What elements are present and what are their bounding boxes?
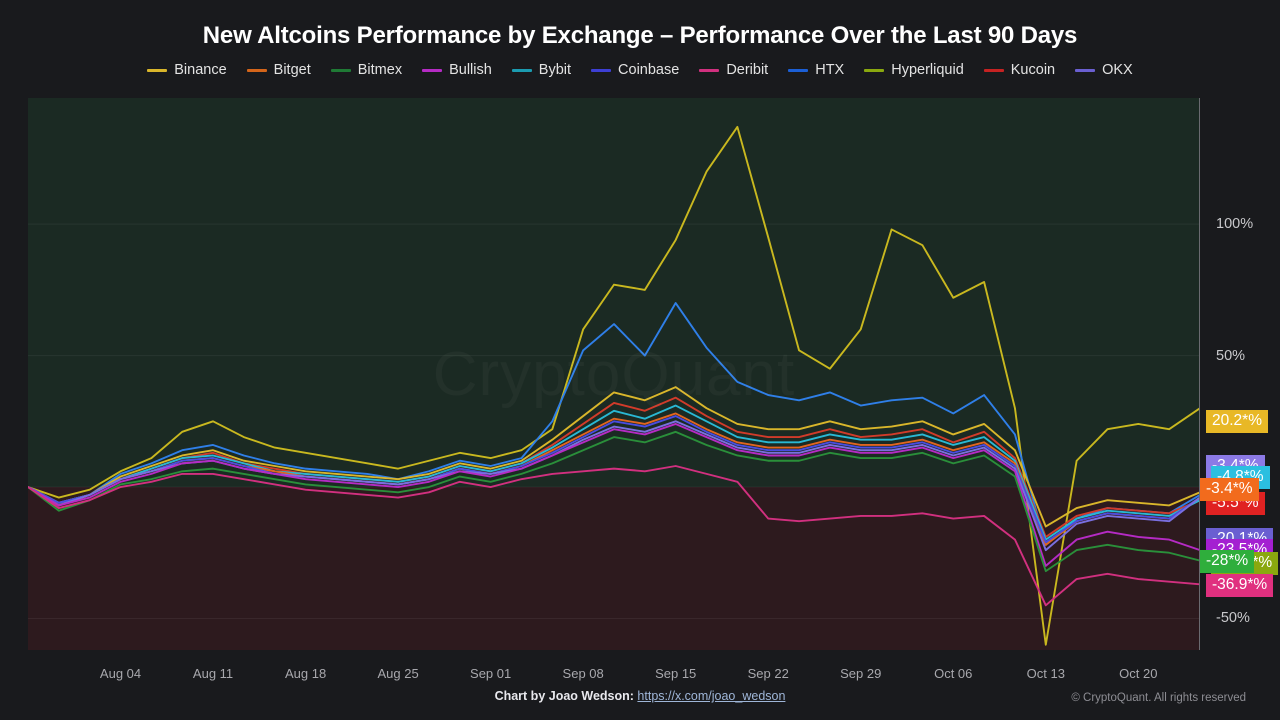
series-line-kucoin [28,396,1200,538]
legend-item-bitmex[interactable]: Bitmex [330,62,403,78]
x-axis-tick-label: Aug 11 [192,666,234,681]
series-line-bullish [28,422,1200,567]
legend-item-coinbase[interactable]: Coinbase [591,62,679,78]
x-axis: Aug 04 Aug 11 Aug 18 Aug 25 Sep 01 Sep 08 Sep … [28,666,1200,688]
footer-credit: Chart by Joao Wedson: https://x.com/joao… [0,689,1280,703]
legend-swatch-icon [246,68,267,72]
legend-item-label: HTX [815,62,845,78]
legend-item-kucoin[interactable]: Kucoin [983,62,1056,78]
series-line-coinbase [28,415,1200,544]
y-axis: 100% 50% -50% [1206,98,1280,650]
chart-legend: Binance Bitget Bitmex Bullish Bybit Coinbase D… [0,62,1280,78]
legend-swatch-icon [983,68,1004,72]
legend-item-label: Binance [174,62,227,78]
series-line-binance [28,386,1200,528]
page-title: New Altcoins Performance by Exchange – P… [202,22,1078,49]
y-axis-tick-label: -50% [1216,610,1250,627]
legend-item-bitget[interactable]: Bitget [246,62,311,78]
x-axis-tick-label: Aug 18 [284,666,327,681]
legend-swatch-icon [1075,68,1096,72]
legend-swatch-icon [422,68,443,72]
legend-item-label: Kucoin [1010,62,1056,78]
credit-link[interactable]: https://x.com/joao_wedson [637,689,786,703]
legend-item-hyperliquid[interactable]: Hyperliquid [864,62,964,78]
series-line-hyperliquid [28,125,1200,646]
legend-item-label: OKX [1102,62,1133,78]
legend-item-deribit[interactable]: Deribit [699,62,768,78]
legend-item-label: Coinbase [618,62,680,78]
chart-svg [28,98,1200,650]
chart-plot-area: CryptoQuant [28,98,1200,650]
legend-item-label: Bitget [273,62,311,78]
legend-item-label: Bybit [538,62,572,78]
x-axis-tick-label: Aug 04 [99,666,142,681]
credit-author: Chart by Joao Wedson: [494,689,634,703]
legend-item-label: Hyperliquid [891,62,964,78]
x-axis-tick-label: Oct 20 [1119,666,1158,681]
legend-swatch-icon [591,68,612,72]
legend-swatch-icon [699,68,720,72]
legend-item-bullish[interactable]: Bullish [422,62,492,78]
legend-item-label: Deribit [726,62,769,78]
legend-swatch-icon [788,68,809,72]
legend-item-label: Bitmex [357,62,403,78]
x-axis-tick-label: Sep 22 [747,666,789,681]
legend-swatch-icon [864,68,885,72]
x-axis-tick-label: Sep 15 [655,666,697,681]
y-axis-tick-label: 100% [1216,216,1254,233]
x-axis-tick-label: Oct 06 [934,666,973,681]
legend-item-label: Bullish [449,62,492,78]
legend-swatch-icon [330,68,351,72]
copyright-notice: © CryptoQuant. All rights reserved [1071,692,1246,704]
negative-band [28,487,1200,650]
series-line-bybit [28,404,1200,541]
series-line-htx [28,302,1200,546]
legend-swatch-icon [147,68,168,72]
series-line-deribit [28,465,1200,607]
x-axis-tick-label: Sep 01 [470,666,512,681]
x-axis-tick-label: Aug 25 [377,666,419,681]
x-axis-tick-label: Sep 08 [562,666,604,681]
y-axis-tick-label: 50% [1216,347,1246,364]
x-axis-tick-label: Sep 29 [840,666,882,681]
legend-item-binance[interactable]: Binance [147,62,227,78]
legend-item-okx[interactable]: OKX [1075,62,1133,78]
legend-swatch-icon [511,68,532,72]
legend-item-htx[interactable]: HTX [788,62,844,78]
series-line-bitmex [28,430,1200,573]
legend-item-bybit[interactable]: Bybit [511,62,572,78]
x-axis-tick-label: Oct 13 [1026,666,1065,681]
